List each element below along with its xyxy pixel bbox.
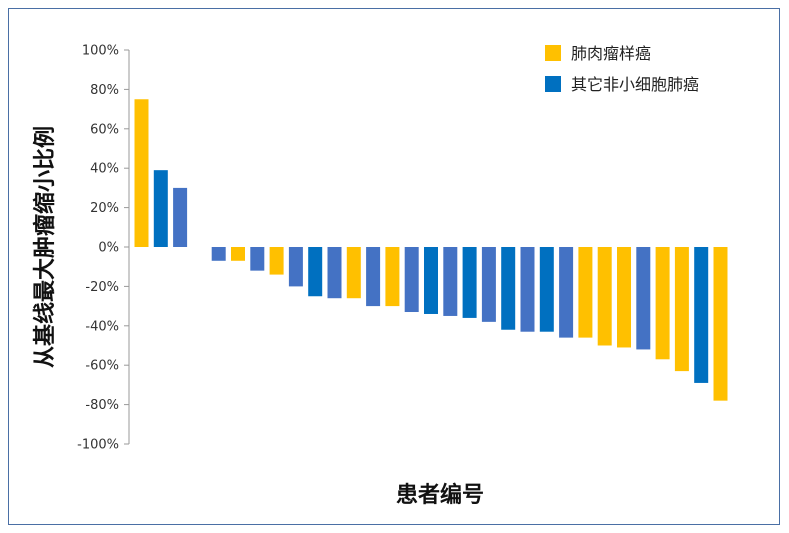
y-tick-label: 100% <box>82 44 119 59</box>
bar <box>655 247 670 360</box>
bar <box>231 247 245 261</box>
y-tick-label: -80% <box>85 398 119 413</box>
y-ticks: 100% 80% 60% 40% 20% 0% -20% -40% -60% -80% -100% <box>77 44 129 453</box>
bar <box>385 247 400 307</box>
bar <box>520 247 535 332</box>
bar <box>501 247 516 330</box>
bar <box>694 247 709 383</box>
bar <box>713 247 728 401</box>
bar <box>153 170 168 247</box>
y-axis-title: 从基线最大肿瘤缩小比例 <box>32 126 58 368</box>
x-axis-title: 患者编号 <box>396 482 484 508</box>
bar <box>173 187 188 247</box>
bar <box>481 247 496 322</box>
bars <box>134 99 728 401</box>
bar <box>327 247 342 299</box>
bar <box>366 247 381 307</box>
y-tick-label: 60% <box>90 122 119 137</box>
bar <box>539 247 554 332</box>
bar <box>404 247 419 313</box>
legend-swatch <box>545 45 561 61</box>
legend-label: 其它非小细胞肺癌 <box>571 75 699 94</box>
y-tick-label: 80% <box>90 83 119 98</box>
y-tick-label: -100% <box>77 438 119 453</box>
y-tick-label: 0% <box>98 241 119 256</box>
y-tick-label: 20% <box>90 201 119 216</box>
bar <box>674 247 689 372</box>
y-tick-label: -40% <box>85 319 119 334</box>
bar <box>559 247 574 338</box>
bar <box>269 247 284 275</box>
bar <box>134 99 149 247</box>
bar <box>288 247 303 287</box>
bar <box>346 247 361 299</box>
bar <box>617 247 631 348</box>
bar <box>211 247 226 261</box>
bar <box>462 247 477 318</box>
bar <box>636 247 651 350</box>
bar <box>250 247 265 271</box>
bar <box>443 247 458 316</box>
y-tick-label: -20% <box>85 280 119 295</box>
bar <box>597 247 612 346</box>
bar <box>424 247 438 314</box>
legend-swatch <box>545 76 561 92</box>
y-tick-label: 40% <box>90 162 119 177</box>
y-tick-label: -60% <box>85 359 119 374</box>
legend-label: 肺肉瘤样癌 <box>571 44 651 63</box>
bar <box>308 247 323 297</box>
bar <box>578 247 593 338</box>
